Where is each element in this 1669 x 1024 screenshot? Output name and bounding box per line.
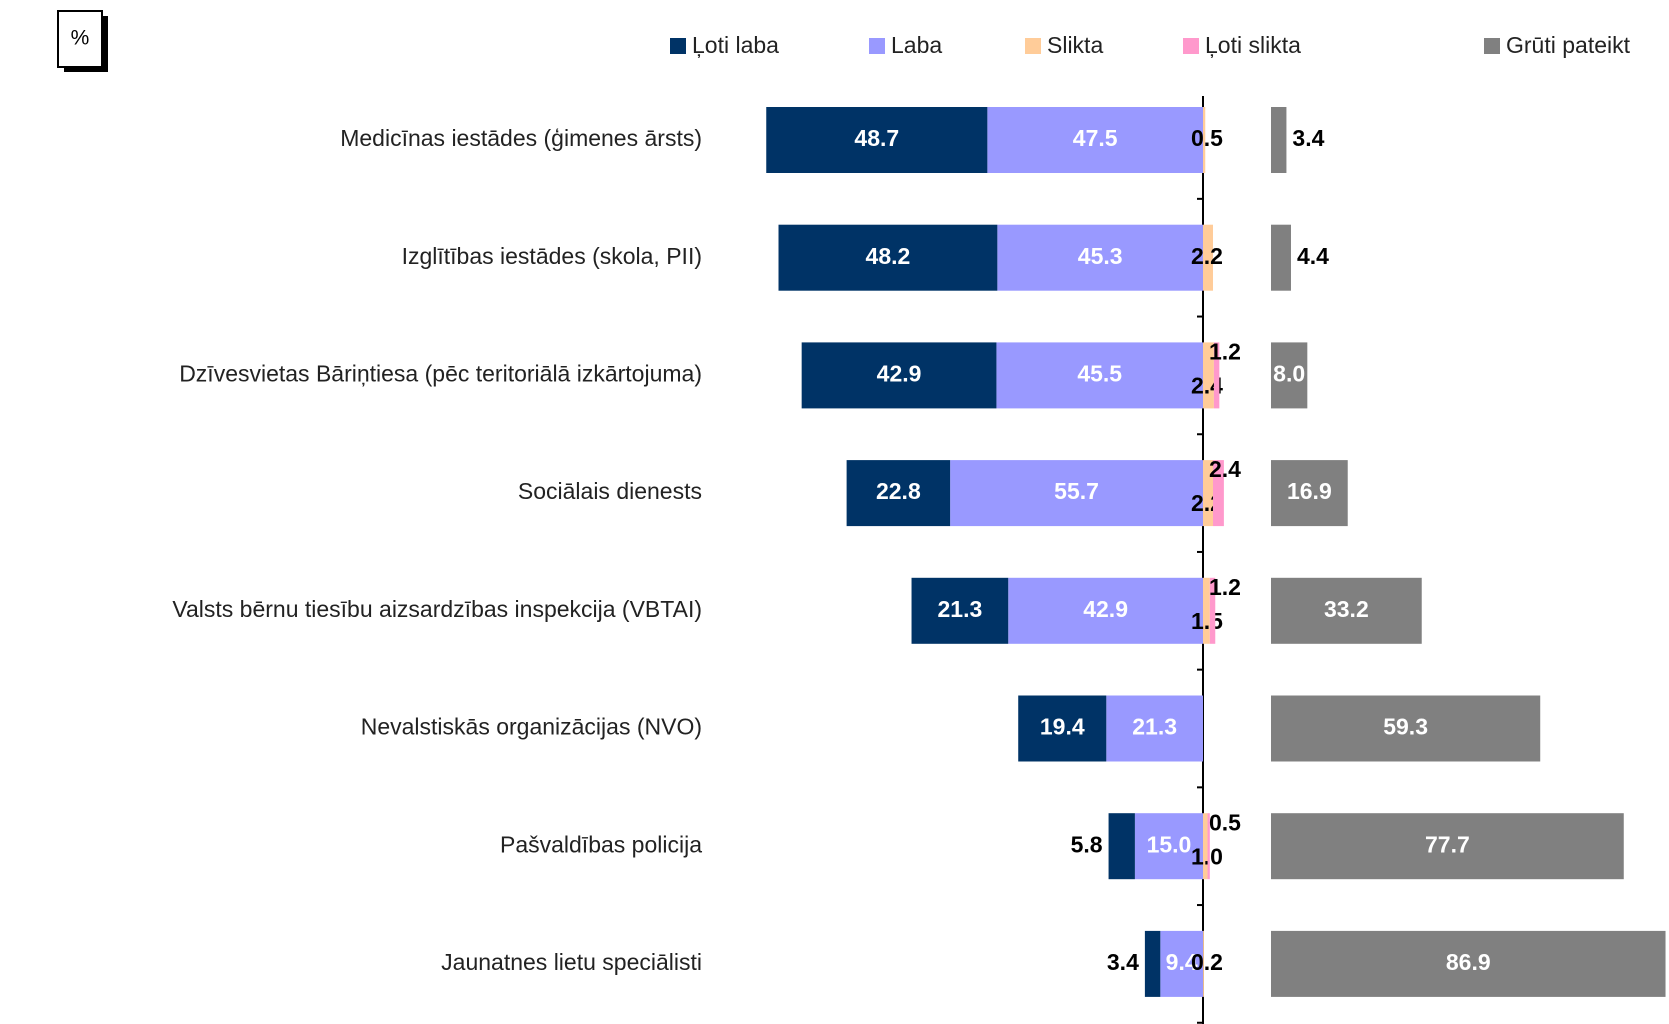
legend-swatch — [1484, 38, 1500, 54]
legend-swatch — [1183, 38, 1199, 54]
value-label: 16.9 — [1287, 478, 1332, 504]
value-label: 77.7 — [1425, 831, 1470, 857]
value-label: 55.7 — [1054, 478, 1099, 504]
category-label: Nevalstiskās organizācijas (NVO) — [361, 714, 702, 740]
value-label: 8.0 — [1273, 360, 1305, 386]
value-label: 2.2 — [1191, 243, 1223, 269]
value-label: 21.3 — [1132, 714, 1177, 740]
value-label: 59.3 — [1383, 714, 1428, 740]
value-label: 2.4 — [1209, 456, 1241, 482]
value-label: 0.5 — [1191, 125, 1223, 151]
bar-segment — [1271, 107, 1286, 173]
value-label: 33.2 — [1324, 596, 1369, 622]
value-label: 0.2 — [1191, 949, 1223, 975]
category-label: Medicīnas iestādes (ģimenes ārsts) — [340, 125, 702, 151]
legend-label: Ļoti slikta — [1205, 32, 1301, 58]
category-label: Dzīvesvietas Bāriņtiesa (pēc teritoriālā… — [179, 360, 702, 386]
value-label: 47.5 — [1073, 125, 1118, 151]
value-label: 45.3 — [1078, 243, 1123, 269]
unit-label: % — [71, 27, 90, 50]
value-label: 1.5 — [1191, 608, 1223, 634]
legend-label: Slikta — [1047, 32, 1103, 58]
value-label: 22.8 — [876, 478, 921, 504]
bar-segment — [1145, 931, 1160, 997]
category-label: Izglītības iestādes (skola, PII) — [402, 243, 702, 269]
value-label: 1.2 — [1209, 574, 1241, 600]
value-label: 5.8 — [1071, 831, 1103, 857]
value-label: 3.4 — [1292, 125, 1324, 151]
value-label: 1.2 — [1209, 338, 1241, 364]
value-label: 1.0 — [1191, 843, 1223, 869]
value-label: 86.9 — [1446, 949, 1491, 975]
value-label: 0.5 — [1209, 809, 1241, 835]
legend-label: Grūti pateikt — [1506, 32, 1631, 58]
legend-swatch — [1025, 38, 1041, 54]
value-label: 19.4 — [1040, 714, 1085, 740]
category-label: Jaunatnes lietu speciālisti — [441, 949, 702, 975]
category-label: Sociālais dienests — [518, 478, 702, 504]
value-label: 21.3 — [938, 596, 983, 622]
bar-segment — [1109, 813, 1135, 879]
legend-label: Ļoti laba — [692, 32, 779, 58]
value-label: 45.5 — [1077, 360, 1122, 386]
legend-swatch — [869, 38, 885, 54]
value-label: 48.2 — [866, 243, 911, 269]
category-label: Valsts bērnu tiesību aizsardzības inspek… — [172, 596, 702, 622]
chart: % Ļoti laba Laba Slikta Ļoti slikta Grūti pa… — [0, 0, 1669, 1024]
page: {"chart_data": { "type": "diverging-bar"… — [0, 0, 1669, 1024]
value-label: 48.7 — [854, 125, 899, 151]
value-label: 3.4 — [1107, 949, 1139, 975]
value-label: 4.4 — [1297, 243, 1329, 269]
bar-segment — [1271, 225, 1291, 291]
legend-label: Laba — [891, 32, 942, 58]
legend-swatch — [670, 38, 686, 54]
category-label: Pašvaldības policija — [500, 831, 702, 857]
value-label: 42.9 — [877, 360, 922, 386]
value-label: 42.9 — [1083, 596, 1128, 622]
value-label: 15.0 — [1147, 831, 1192, 857]
